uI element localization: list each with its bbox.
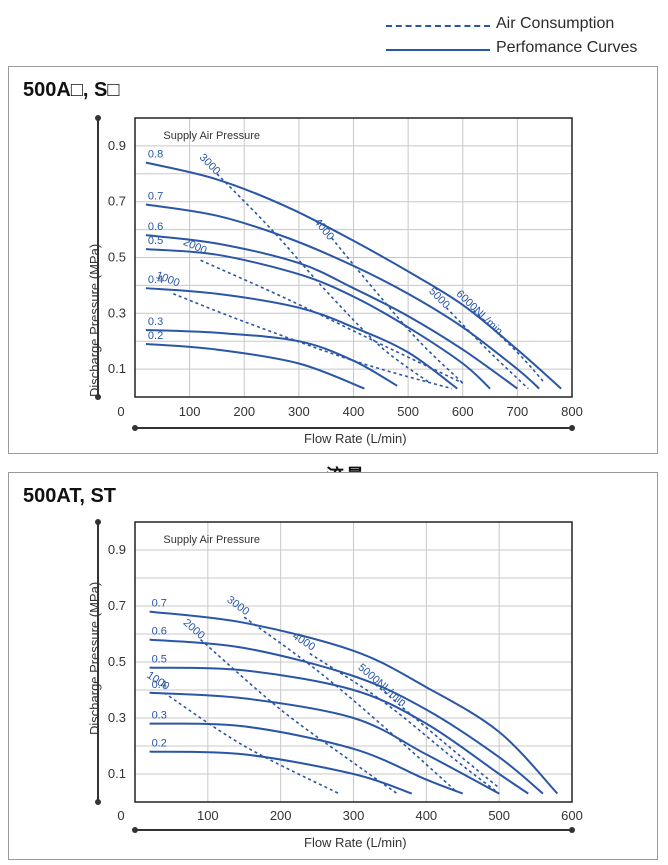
series-label: 0.5 — [152, 654, 167, 666]
performance-curve — [145, 161, 562, 390]
x-tick-label: 200 — [233, 404, 255, 419]
performance-curve — [149, 666, 529, 795]
x-tick-label: 100 — [197, 808, 219, 823]
x-tick-label: 600 — [561, 808, 583, 823]
x-tick-label: 500 — [397, 404, 419, 419]
x-tick-label: 0 — [117, 808, 124, 823]
series-label: 0.3 — [152, 710, 167, 722]
chart-panel-500at: 500AT, ST Discharge Pressure (MPa) Flow … — [8, 472, 658, 860]
y-tick-label: 0.9 — [108, 138, 126, 153]
performance-curve — [145, 329, 398, 387]
y-tick-label: 0.9 — [108, 542, 126, 557]
performance-curve — [145, 203, 540, 390]
chart-title: 500A□, S□ — [23, 79, 120, 101]
legend-label: Air Consumption — [496, 15, 615, 32]
supply-air-pressure-annotation: Supply Air Pressure — [163, 534, 260, 546]
series-label: 0.4 — [148, 274, 163, 286]
consumption-label: 2000 — [181, 236, 208, 257]
air-consumption-curve — [200, 259, 464, 384]
performance-curve — [149, 638, 544, 795]
supply-air-pressure-annotation: Supply Air Pressure — [163, 130, 260, 142]
x-tick-label: 0 — [117, 404, 124, 419]
air-consumption-curve — [243, 616, 457, 792]
air-consumption-curve — [163, 692, 340, 795]
x-axis-title: Flow Rate (L/min) — [304, 835, 407, 850]
performance-curve — [145, 248, 491, 390]
x-tick-label: 400 — [415, 808, 437, 823]
y-tick-label: 0.1 — [108, 766, 126, 781]
y-tick-label: 0.7 — [108, 194, 126, 209]
legend-item-performance: Perfomance Curves — [386, 38, 666, 62]
x-tick-label: 500 — [488, 808, 510, 823]
x-axis-end — [132, 425, 138, 431]
series-label: 0.8 — [148, 149, 163, 161]
y-tick-label: 0.3 — [108, 710, 126, 725]
x-axis-end — [569, 425, 575, 431]
consumption-label: 5000NL/min — [355, 661, 408, 708]
series-label: 0.7 — [152, 598, 167, 610]
x-tick-label: 100 — [179, 404, 201, 419]
y-axis-end — [95, 115, 101, 121]
legend: Air Consumption Perfomance Curves — [386, 14, 666, 62]
y-axis-end — [95, 799, 101, 805]
air-consumption-curve — [200, 638, 398, 795]
air-consumption-curve — [172, 293, 453, 390]
y-axis-end — [95, 394, 101, 400]
consumption-label: 2000 — [181, 617, 207, 642]
air-consumption-curve — [374, 683, 500, 789]
performance-curve — [145, 234, 518, 390]
performance-curve — [149, 610, 559, 795]
series-label: 0.3 — [148, 316, 163, 328]
legend-label: Perfomance Curves — [496, 39, 638, 56]
performance-curve — [149, 722, 464, 795]
performance-curve — [145, 342, 365, 390]
air-consumption-curve — [445, 307, 529, 390]
series-label: 0.6 — [152, 626, 167, 638]
legend-item-air-consumption: Air Consumption — [386, 14, 666, 38]
solid-line-swatch — [386, 49, 490, 51]
x-axis-title: Flow Rate (L/min) — [304, 431, 407, 446]
y-axis-end — [95, 519, 101, 525]
air-consumption-curve — [216, 173, 431, 384]
air-consumption-curve — [331, 237, 464, 384]
x-tick-label: 800 — [561, 404, 583, 419]
series-label: 0.7 — [148, 190, 163, 202]
x-tick-label: 300 — [343, 808, 365, 823]
chart-panel-500a: 500A□, S□ Discharge Pressure (MPa) Flow … — [8, 66, 658, 454]
series-label: 0.2 — [152, 738, 167, 750]
x-tick-label: 700 — [507, 404, 529, 419]
x-axis-end — [132, 827, 138, 833]
x-tick-label: 300 — [288, 404, 310, 419]
chart-title: 500AT, ST — [23, 485, 116, 507]
air-consumption-curve — [473, 309, 546, 384]
x-tick-label: 200 — [270, 808, 292, 823]
plot-frame — [134, 521, 573, 803]
series-label: 0.2 — [148, 330, 163, 342]
series-label: 0.6 — [148, 221, 163, 233]
x-tick-label: 600 — [452, 404, 474, 419]
dashed-line-swatch — [386, 25, 490, 27]
y-tick-label: 0.5 — [108, 250, 126, 265]
y-tick-label: 0.3 — [108, 305, 126, 320]
performance-curve — [149, 750, 413, 795]
y-tick-label: 0.1 — [108, 361, 126, 376]
x-axis-end — [569, 827, 575, 833]
x-tick-label: 400 — [343, 404, 365, 419]
performance-curve — [145, 287, 458, 390]
y-tick-label: 0.5 — [108, 654, 126, 669]
consumption-label: 1000 — [154, 269, 181, 289]
plot-frame — [134, 117, 573, 398]
series-label: 0.4 — [152, 679, 167, 691]
performance-curve — [149, 691, 500, 795]
y-tick-label: 0.7 — [108, 598, 126, 613]
consumption-label: 3000 — [224, 594, 251, 618]
series-label: 0.5 — [148, 235, 163, 247]
